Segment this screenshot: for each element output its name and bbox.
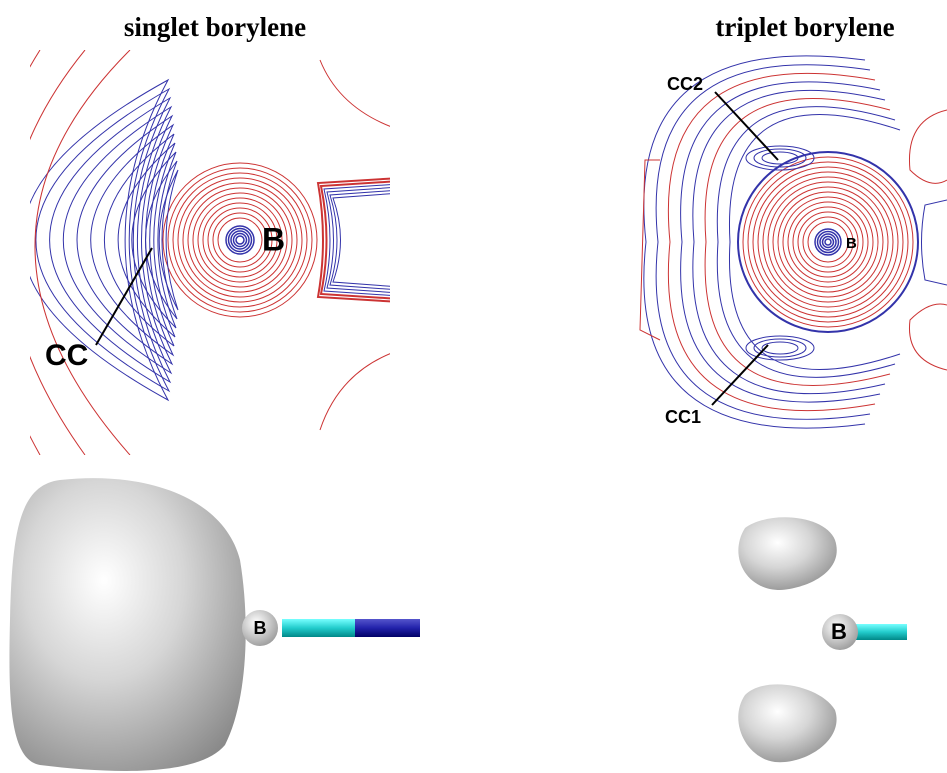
atom-label: B — [254, 618, 267, 638]
contour — [808, 222, 848, 262]
contour — [35, 50, 130, 455]
contour — [229, 229, 252, 252]
contour — [783, 197, 873, 287]
figure: singlet borylene triplet borylene B CC B… — [0, 0, 947, 773]
contour — [753, 167, 903, 317]
contour — [909, 110, 947, 183]
contour — [762, 342, 798, 354]
atom-label: B — [846, 235, 857, 252]
contour — [324, 184, 400, 296]
cc-label: CC1 — [665, 407, 701, 427]
contour — [226, 226, 254, 254]
contour — [768, 182, 888, 302]
contour-plot — [0, 50, 400, 455]
contour — [320, 350, 400, 430]
contour — [773, 187, 883, 297]
contour — [8, 50, 86, 455]
panel-title: triplet borylene — [715, 12, 894, 42]
cc-label: CC2 — [667, 74, 703, 94]
bond — [355, 619, 420, 637]
contour — [218, 218, 262, 262]
contour — [213, 213, 267, 267]
contour — [748, 162, 908, 322]
contour — [320, 60, 400, 130]
contour — [146, 161, 178, 319]
bond — [855, 624, 907, 640]
panel-title: singlet borylene — [124, 12, 306, 42]
bond — [282, 619, 357, 637]
contour — [168, 168, 312, 312]
contour — [815, 229, 841, 255]
isosurface — [738, 684, 836, 762]
contour — [236, 236, 244, 244]
isosurface — [738, 517, 836, 590]
cc-label: CC — [45, 339, 88, 372]
contour — [922, 200, 947, 285]
atom-label: B — [831, 619, 847, 644]
contour — [0, 50, 40, 455]
contour — [825, 239, 831, 245]
contour — [909, 304, 947, 370]
lone-pair-isosurface — [9, 478, 245, 771]
contour — [163, 163, 317, 317]
contour-plot — [640, 56, 947, 428]
contour — [738, 152, 918, 332]
contour — [758, 172, 898, 312]
contour — [327, 187, 400, 293]
atom-label: B — [262, 221, 285, 257]
contour — [823, 237, 834, 248]
contour — [333, 193, 400, 287]
contour — [762, 152, 798, 164]
contour — [63, 107, 171, 373]
